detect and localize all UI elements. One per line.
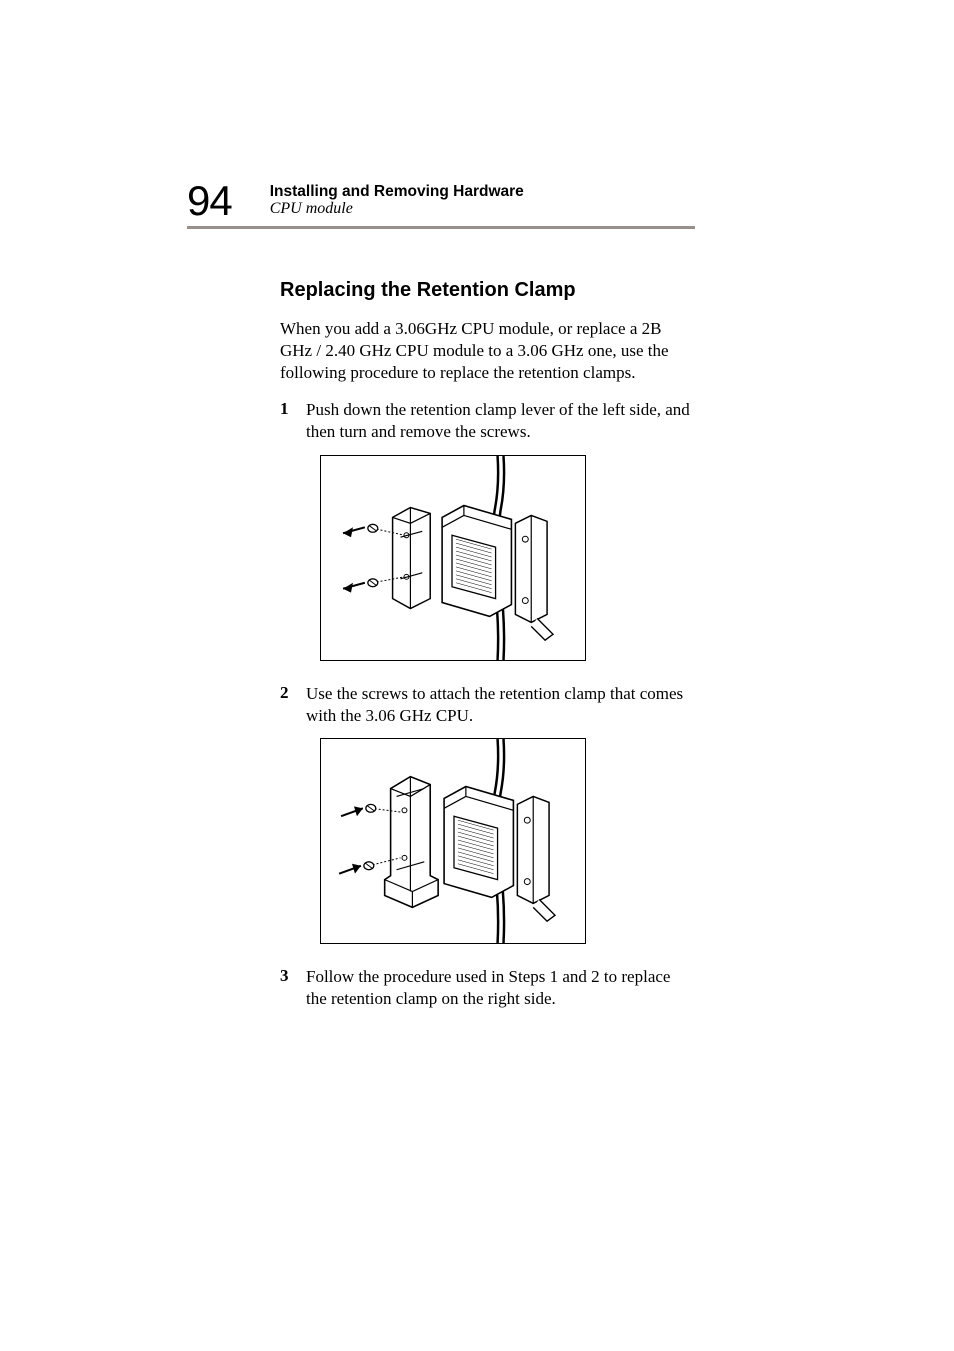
retention-clamp-remove-diagram [320, 455, 586, 661]
step-item: 3 Follow the procedure used in Steps 1 a… [280, 966, 695, 1010]
step-item: 1 Push down the retention clamp lever of… [280, 399, 695, 443]
section-subtitle: CPU module [270, 200, 524, 218]
step-number: 2 [280, 683, 306, 727]
step-item: 2 Use the screws to attach the retention… [280, 683, 695, 727]
body-content: Replacing the Retention Clamp When you a… [280, 279, 695, 1010]
chapter-title: Installing and Removing Hardware [270, 183, 524, 200]
step-number: 1 [280, 399, 306, 443]
step-number: 3 [280, 966, 306, 1010]
page-number: 94 [187, 180, 232, 222]
section-heading: Replacing the Retention Clamp [280, 279, 695, 302]
retention-clamp-install-diagram [320, 738, 586, 944]
figure-1 [320, 455, 695, 661]
step-text: Push down the retention clamp lever of t… [306, 399, 695, 443]
step-text: Follow the procedure used in Steps 1 and… [306, 966, 695, 1010]
page-header: 94 Installing and Removing Hardware CPU … [187, 180, 695, 229]
figure-2 [320, 738, 695, 944]
intro-paragraph: When you add a 3.06GHz CPU module, or re… [280, 318, 695, 383]
step-text: Use the screws to attach the retention c… [306, 683, 695, 727]
header-titles: Installing and Removing Hardware CPU mod… [270, 183, 524, 222]
page-content: 94 Installing and Removing Hardware CPU … [195, 180, 695, 1022]
